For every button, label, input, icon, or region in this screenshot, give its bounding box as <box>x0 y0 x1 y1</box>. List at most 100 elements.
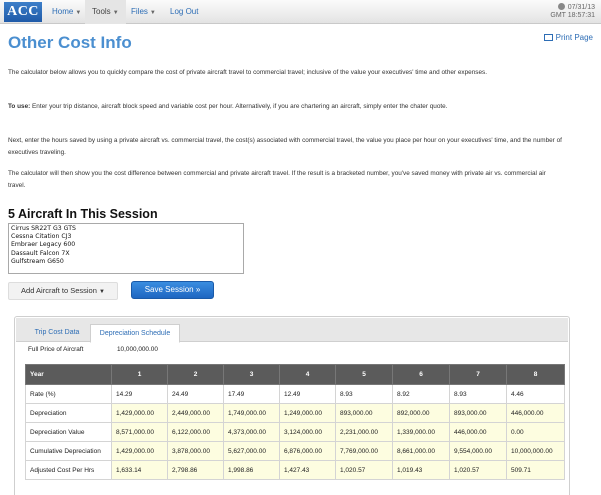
session-heading: 5 Aircraft In This Session <box>8 207 158 221</box>
row-label: Depreciation <box>25 403 112 423</box>
table-cell: 893,000.00 <box>449 403 507 423</box>
table-cell: 17.49 <box>223 384 280 404</box>
table-cell: 6,122,000.00 <box>167 422 224 442</box>
table-cell: 446,000.00 <box>506 403 565 423</box>
nav-logout[interactable]: Log Out <box>170 7 199 16</box>
intro-paragraph-3: Next, enter the hours saved by using a p… <box>8 137 562 156</box>
column-header: 8 <box>506 364 565 385</box>
intro-paragraph-2: To use: Enter your trip distance, aircra… <box>8 101 563 113</box>
table-cell: 446,000.00 <box>449 422 507 442</box>
column-header: 7 <box>449 364 507 385</box>
intro-paragraph-1: The calculator below allows you to quick… <box>8 69 487 76</box>
aircraft-list-item[interactable]: Dassault Falcon 7X <box>11 249 70 257</box>
table-cell: 1,249,000.00 <box>279 403 336 423</box>
table-row: Depreciation 1,429,000.00 2,449,000.00 1… <box>25 403 565 423</box>
clock-time: GMT 18:57:31 <box>550 12 595 19</box>
row-label: Rate (%) <box>25 384 112 404</box>
full-price-value: 10,000,000.00 <box>117 346 158 353</box>
table-cell: 5,627,000.00 <box>223 441 280 461</box>
table-cell: 3,878,000.00 <box>167 441 224 461</box>
table-cell: 1,339,000.00 <box>392 422 450 442</box>
table-cell: 8.93 <box>335 384 393 404</box>
table-cell: 0.00 <box>506 422 565 442</box>
table-cell: 1,749,000.00 <box>223 403 280 423</box>
table-cell: 2,449,000.00 <box>167 403 224 423</box>
aircraft-list-item[interactable]: Cessna Citation CJ3 <box>11 233 72 241</box>
table-cell: 509.71 <box>506 460 565 480</box>
row-label: Adjusted Cost Per Hrs <box>25 460 112 480</box>
chevron-down-icon: ▼ <box>149 10 156 16</box>
printer-icon <box>543 34 553 41</box>
table-cell: 1,019.43 <box>392 460 450 480</box>
table-cell: 1,429,000.00 <box>111 441 168 461</box>
to-use-text: Enter your trip distance, aircraft block… <box>30 103 448 110</box>
clock: 07/31/13 GMT 18:57:31 <box>525 3 595 20</box>
table-cell: 2,798.86 <box>167 460 224 480</box>
table-cell: 1,429,000.00 <box>111 403 168 423</box>
aircraft-session-list[interactable]: Cirrus SR22T G3 GTS Cessna Citation CJ3 … <box>8 223 244 274</box>
column-header: 3 <box>223 364 280 385</box>
nav-home-label: Home <box>52 7 74 16</box>
column-header: 6 <box>392 364 450 385</box>
table-cell: 12.49 <box>279 384 336 404</box>
table-cell: 7,769,000.00 <box>335 441 393 461</box>
add-aircraft-label: Add Aircraft to Session <box>21 286 97 295</box>
table-cell: 4.46 <box>506 384 565 404</box>
clock-date: 07/31/13 <box>567 4 595 11</box>
nav-files[interactable]: Files ▼ <box>131 0 156 24</box>
table-cell: 2,231,000.00 <box>335 422 393 442</box>
column-header: 2 <box>167 364 224 385</box>
page-title: Other Cost Info <box>8 33 132 52</box>
tab-depreciation-schedule[interactable]: Depreciation Schedule <box>90 324 180 343</box>
tab-bar: Trip Cost Data Depreciation Schedule <box>16 318 568 343</box>
table-cell: 893,000.00 <box>335 403 393 423</box>
chevron-down-icon: ▼ <box>99 289 105 295</box>
table-cell: 1,020.57 <box>335 460 393 480</box>
nav-files-label: Files <box>131 7 148 16</box>
table-row: Rate (%) 14.29 24.49 17.49 12.49 8.93 8.… <box>25 384 565 404</box>
table-cell: 1,427.43 <box>279 460 336 480</box>
nav-home[interactable]: Home ▼ <box>52 0 81 24</box>
table-cell: 8.93 <box>449 384 507 404</box>
table-cell: 14.29 <box>111 384 168 404</box>
row-label: Cumulative Depreciation <box>25 441 112 461</box>
clock-icon <box>557 3 565 10</box>
add-aircraft-button[interactable]: Add Aircraft to Session ▼ <box>8 282 118 300</box>
aircraft-list-item[interactable]: Gulfstream G650 <box>11 257 64 265</box>
chevron-down-icon: ▼ <box>75 10 82 16</box>
table-cell: 892,000.00 <box>392 403 450 423</box>
column-header: 4 <box>279 364 336 385</box>
acc-logo[interactable]: ACC <box>4 2 42 22</box>
nav-tools[interactable]: Tools ▼ <box>85 0 126 24</box>
table-cell: 8,571,000.00 <box>111 422 168 442</box>
print-page-link[interactable]: Print Page <box>543 33 593 42</box>
table-cell: 1,998.86 <box>223 460 280 480</box>
aircraft-list-item[interactable]: Cirrus SR22T G3 GTS <box>11 225 76 232</box>
table-cell: 4,373,000.00 <box>223 422 280 442</box>
aircraft-list-item[interactable]: Embraer Legacy 600 <box>11 241 76 249</box>
column-header: 5 <box>335 364 393 385</box>
full-price-label: Full Price of Aircraft <box>28 346 84 353</box>
depreciation-table: Year 1 2 3 4 5 6 7 8 Rate (%) 14.29 24.4… <box>25 364 565 480</box>
table-row: Depreciation Value 8,571,000.00 6,122,00… <box>25 422 565 442</box>
save-session-button[interactable]: Save Session » <box>131 281 214 299</box>
top-navbar: ACC Home ▼ Tools ▼ Files ▼ Log Out 07/31/13… <box>0 0 601 24</box>
column-header: 1 <box>111 364 168 385</box>
table-cell: 3,124,000.00 <box>279 422 336 442</box>
intro-paragraph-4: The calculator will then show you the co… <box>8 170 546 189</box>
table-cell: 8.92 <box>392 384 450 404</box>
table-cell: 8,661,000.00 <box>392 441 450 461</box>
column-header: Year <box>25 364 112 385</box>
nav-tools-label: Tools <box>92 7 111 16</box>
row-label: Depreciation Value <box>25 422 112 442</box>
table-cell: 24.49 <box>167 384 224 404</box>
table-cell: 1,020.57 <box>449 460 507 480</box>
table-cell: 10,000,000.00 <box>506 441 565 461</box>
chevron-down-icon: ▼ <box>112 10 119 16</box>
table-row: Adjusted Cost Per Hrs 1,633.14 2,798.86 … <box>25 460 565 480</box>
table-cell: 9,554,000.00 <box>449 441 507 461</box>
print-page-label: Print Page <box>555 33 593 42</box>
to-use-label: To use: <box>8 103 31 110</box>
tab-trip-cost-data[interactable]: Trip Cost Data <box>34 329 80 336</box>
table-header-row: Year 1 2 3 4 5 6 7 8 <box>25 364 565 385</box>
